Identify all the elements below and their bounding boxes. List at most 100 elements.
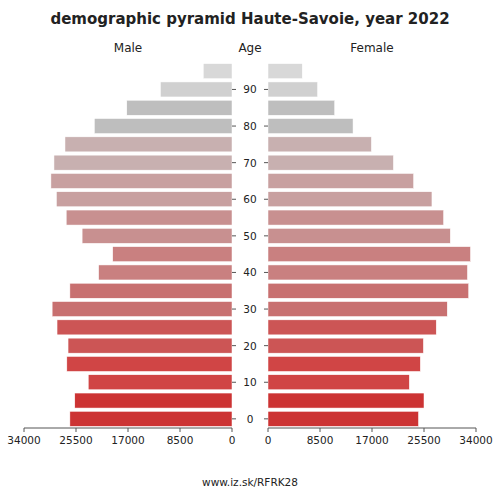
bar: [65, 137, 232, 152]
panel-header: Male: [114, 41, 142, 55]
y-tick-label: 50: [243, 230, 256, 242]
y-tick: [232, 418, 236, 419]
bar: [268, 265, 467, 280]
bar: [56, 192, 232, 207]
x-tick-label: 25500: [407, 434, 440, 446]
bar: [88, 375, 232, 390]
y-tick: [264, 272, 268, 273]
bar: [268, 100, 335, 115]
bar: [268, 82, 318, 97]
bars: [268, 64, 470, 427]
bar: [268, 192, 432, 207]
y-tick-label: 20: [243, 340, 256, 352]
y-tick: [232, 345, 236, 346]
bar: [82, 228, 232, 243]
x-tick: [180, 428, 181, 432]
x-tick-label: 8500: [307, 434, 334, 446]
panel-header: Female: [350, 41, 393, 55]
axis-label: Age: [238, 41, 261, 55]
x-tick: [24, 428, 25, 432]
x-tick: [232, 428, 233, 432]
x-tick: [128, 428, 129, 432]
x-tick-label: 0: [265, 434, 272, 446]
bar: [70, 411, 232, 426]
x-tick-label: 34000: [7, 434, 40, 446]
y-tick-label: 0: [247, 413, 254, 425]
y-tick: [264, 162, 268, 163]
bar: [268, 210, 444, 225]
x-tick-label: 25500: [59, 434, 92, 446]
y-tick-label: 80: [243, 120, 256, 132]
bar: [70, 283, 232, 298]
bar: [203, 64, 232, 79]
y-tick: [232, 272, 236, 273]
x-tick-label: 17000: [355, 434, 388, 446]
annotation: www.iz.sk/RFRK28: [202, 476, 298, 488]
x-tick-label: 34000: [459, 434, 492, 446]
title: demographic pyramid Haute-Savoie, year 2…: [50, 10, 449, 28]
bar: [268, 137, 371, 152]
bar: [268, 155, 393, 170]
y-tick: [232, 162, 236, 163]
bar: [268, 302, 447, 317]
y-tick: [264, 345, 268, 346]
x-tick: [76, 428, 77, 432]
y-tick: [264, 126, 268, 127]
bar: [99, 265, 232, 280]
x-tick: [268, 428, 269, 432]
bar: [268, 393, 424, 408]
y-tick-label: 90: [243, 83, 256, 95]
y-tick-label: 40: [243, 266, 256, 278]
bar: [94, 119, 232, 134]
y-tick-label: 60: [243, 193, 256, 205]
y-tick: [264, 199, 268, 200]
bar: [67, 356, 232, 371]
bar: [268, 356, 420, 371]
y-tick-label: 10: [243, 376, 256, 388]
y-tick-label: 30: [243, 303, 256, 315]
y-tick-label: 70: [243, 157, 256, 169]
y-tick: [232, 235, 236, 236]
bars: [51, 64, 232, 427]
bar: [268, 119, 353, 134]
bar: [268, 247, 470, 262]
x-tick: [424, 428, 425, 432]
bar: [127, 100, 232, 115]
bar: [51, 173, 232, 188]
y-tick: [264, 309, 268, 310]
x-tick-label: 0: [229, 434, 236, 446]
bar: [268, 338, 423, 353]
x-tick: [476, 428, 477, 432]
bar: [268, 173, 414, 188]
chart: demographic pyramid Haute-Savoie, year 2…: [0, 0, 500, 500]
bar: [268, 283, 469, 298]
bar: [160, 82, 232, 97]
y-tick: [232, 309, 236, 310]
bar: [75, 393, 232, 408]
bar: [57, 320, 232, 335]
x-tick: [320, 428, 321, 432]
panel-left: 0 8500 17000 25500 34000 Male: [7, 41, 235, 446]
x-tick-label: 17000: [111, 434, 144, 446]
bar: [268, 64, 302, 79]
y-tick: [232, 199, 236, 200]
age-axis: Age 0 10 20 30 40 50 60 70 80 90: [232, 41, 268, 425]
x-tick: [372, 428, 373, 432]
y-tick: [232, 126, 236, 127]
x-tick-label: 8500: [167, 434, 194, 446]
bar: [268, 228, 450, 243]
y-tick: [264, 235, 268, 236]
bar: [268, 411, 418, 426]
bar: [268, 320, 436, 335]
y-tick: [232, 89, 236, 90]
bar: [113, 247, 232, 262]
panel-right: 0 8500 17000 25500 34000 Female: [265, 41, 493, 446]
bar: [268, 375, 409, 390]
bar: [68, 338, 232, 353]
bar: [54, 155, 232, 170]
bar: [52, 302, 232, 317]
y-tick: [264, 382, 268, 383]
bar: [66, 210, 232, 225]
y-tick: [232, 382, 236, 383]
y-tick: [264, 418, 268, 419]
